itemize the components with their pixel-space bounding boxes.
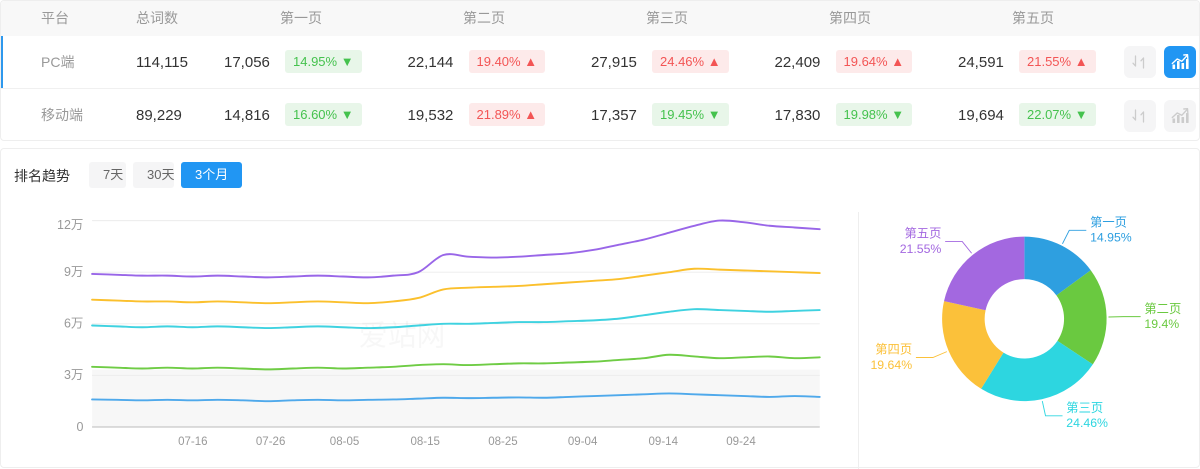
svg-text:14.95%: 14.95% bbox=[1090, 231, 1132, 245]
svg-text:第三页: 第三页 bbox=[1066, 401, 1103, 415]
svg-text:07-26: 07-26 bbox=[256, 436, 285, 448]
svg-text:08-15: 08-15 bbox=[410, 436, 439, 448]
svg-text:第一页: 第一页 bbox=[1090, 216, 1127, 230]
svg-text:07-16: 07-16 bbox=[178, 436, 207, 448]
svg-text:19.64%: 19.64% bbox=[870, 358, 912, 372]
svg-text:3万: 3万 bbox=[64, 368, 83, 382]
svg-text:第四页: 第四页 bbox=[875, 343, 912, 357]
svg-text:09-14: 09-14 bbox=[649, 436, 679, 448]
svg-text:09-04: 09-04 bbox=[568, 436, 598, 448]
svg-text:21.55%: 21.55% bbox=[900, 242, 942, 256]
svg-text:9万: 9万 bbox=[64, 265, 83, 279]
svg-text:6万: 6万 bbox=[64, 317, 83, 331]
svg-text:08-25: 08-25 bbox=[488, 436, 517, 448]
svg-text:0: 0 bbox=[76, 420, 83, 434]
svg-text:12万: 12万 bbox=[57, 218, 83, 232]
svg-text:19.4%: 19.4% bbox=[1144, 317, 1179, 331]
svg-text:09-24: 09-24 bbox=[726, 436, 756, 448]
svg-text:第五页: 第五页 bbox=[905, 227, 942, 241]
svg-text:08-05: 08-05 bbox=[330, 436, 359, 448]
svg-text:24.46%: 24.46% bbox=[1066, 416, 1108, 430]
svg-text:第二页: 第二页 bbox=[1144, 302, 1181, 316]
